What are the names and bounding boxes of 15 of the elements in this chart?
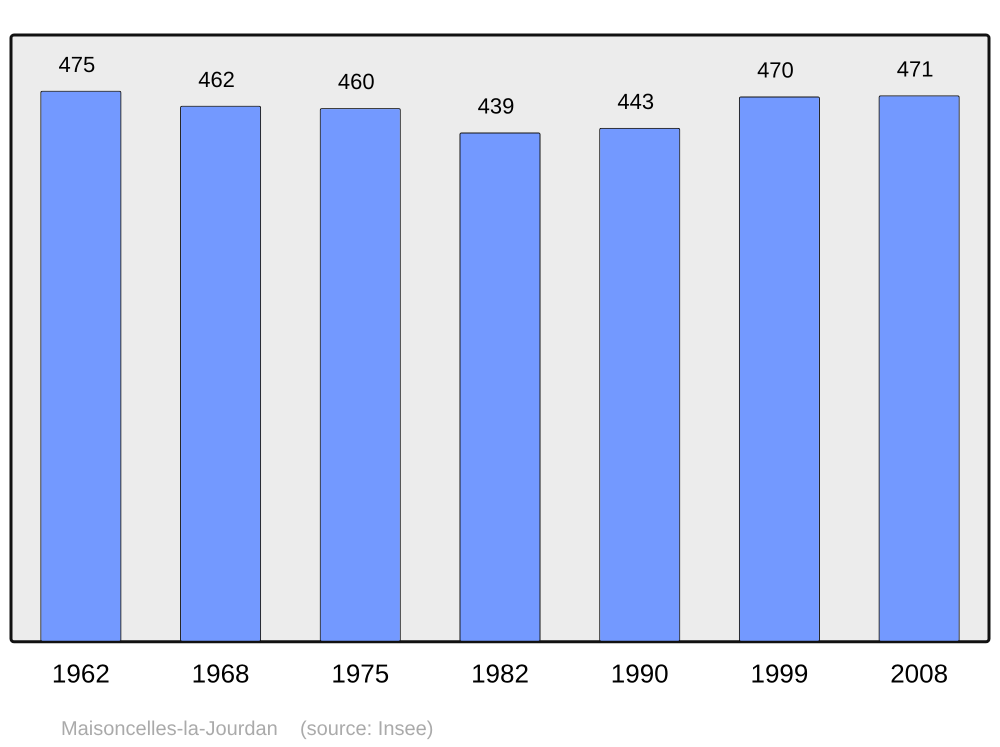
x-tick-label: 1968 [192, 658, 250, 689]
x-tick-label: 1999 [750, 658, 808, 689]
data-label: 475 [58, 52, 96, 77]
data-label: 439 [478, 94, 514, 119]
x-tick-label: 1962 [52, 658, 110, 689]
x-tick-label: 1975 [331, 658, 390, 689]
x-tick-label: 2008 [890, 658, 948, 689]
text: Maisoncelles-la-Jourdan (source: Insee) [61, 718, 434, 741]
x-tick-label: 1982 [471, 658, 529, 689]
data-label: 470 [757, 58, 794, 83]
x-tick-label: 1990 [610, 658, 669, 689]
data-label: 460 [338, 69, 375, 94]
data-label: 462 [198, 66, 235, 92]
data-label: 471 [896, 56, 934, 82]
data-label: 443 [617, 88, 654, 114]
